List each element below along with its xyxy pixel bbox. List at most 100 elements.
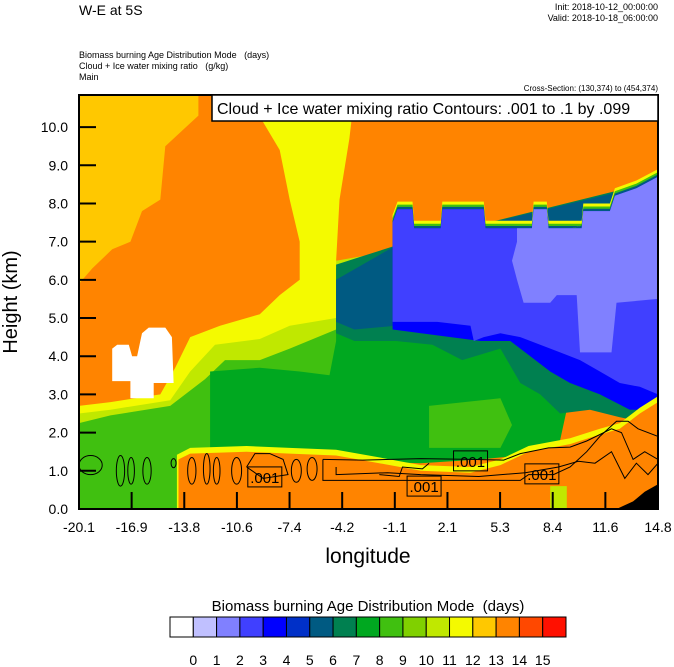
- colorbar-label: 2: [236, 652, 244, 667]
- contour-line: [246, 453, 289, 479]
- x-tick-label: -20.1: [63, 519, 95, 535]
- valid-time: Valid: 2018-10-18_06:00:00: [548, 13, 658, 23]
- x-axis-label: longitude: [325, 545, 410, 568]
- colorbar-swatch: [402, 616, 427, 638]
- colorbar-label: 10: [418, 652, 434, 667]
- x-tick-label: 11.6: [592, 519, 618, 535]
- contour-line: [335, 450, 658, 480]
- y-tick-label: 1.0: [49, 463, 69, 479]
- colorbar-label: 0: [189, 652, 197, 667]
- y-axis-label: Height (km): [0, 250, 22, 353]
- x-tick-label: 14.8: [644, 519, 671, 535]
- contour-line: [290, 458, 302, 483]
- contour-line: [127, 456, 135, 485]
- contour-line: [170, 458, 177, 469]
- colorbar-title: Biomass burning Age Distribution Mode (d…: [212, 598, 525, 615]
- colorbar-label: 15: [535, 652, 551, 667]
- contour-label-box: [524, 463, 560, 485]
- x-tick-label: -4.2: [330, 519, 354, 535]
- contour-label: .001: [456, 454, 485, 471]
- filled-region-bin-13: [79, 95, 199, 284]
- y-tick-label: 7.0: [49, 234, 69, 250]
- x-tick-label: 8.4: [543, 519, 563, 535]
- x-tick-label: -7.4: [277, 519, 301, 535]
- cross-section-label: Cross-Section: (130,374) to (454,374): [524, 84, 659, 93]
- plot-main-title: W-E at 5S: [79, 2, 143, 18]
- x-tick-label: -1.1: [383, 519, 407, 535]
- contour-line: [79, 455, 103, 476]
- contour-line: [306, 456, 318, 481]
- contour-label-box: [247, 466, 283, 488]
- colorbar-swatch: [518, 616, 544, 638]
- y-tick-label: 4.0: [49, 348, 69, 364]
- contour-label-box: [406, 475, 442, 497]
- contour-line: [142, 456, 152, 485]
- contour-title-box: [211, 94, 659, 122]
- colorbar: 0 1 2 3 4 5 6 7 8 9 10 11 12 13 14 15: [169, 616, 567, 667]
- filled-region-bin-11: [550, 486, 567, 509]
- colorbar-swatch: [495, 616, 520, 638]
- contour-layer: .001 .001 .001 .001: [79, 420, 658, 497]
- filled-region-bin-2: [512, 176, 658, 353]
- contour-line: [379, 462, 430, 478]
- y-tick-label: 8.0: [49, 195, 69, 211]
- colorbar-label: 11: [442, 652, 457, 667]
- contour-label: .001: [409, 479, 438, 496]
- colorbar-swatch: [192, 616, 218, 638]
- y-tick-label: 5.0: [49, 310, 69, 326]
- colorbar-swatch: [379, 616, 404, 638]
- colorbar-label: 13: [488, 652, 504, 667]
- colorbar-label: 1: [213, 652, 221, 667]
- y-tick-label: 3.0: [49, 386, 69, 402]
- colorbar-label: 3: [259, 652, 267, 667]
- colorbar-label: 12: [465, 652, 481, 667]
- contour-line: [212, 456, 221, 485]
- colorbar-label: 7: [352, 652, 360, 667]
- field-label-cloud: Cloud + Ice water mixing ratio (g/kg): [79, 61, 228, 71]
- axes: 0.0 1.0 2.0 3.0 4.0 5.0 6.0 7.0 8.0 9.0 10.0 -20.1 -…: [41, 94, 672, 535]
- y-tick-label: 9.0: [49, 157, 69, 173]
- filled-region-bin-9: [429, 398, 512, 448]
- contour-line: [322, 420, 658, 481]
- x-tick-label: -13.8: [168, 519, 200, 535]
- x-tick-label: -10.6: [221, 519, 253, 535]
- init-time: Init: 2018-10-12_00:00:00: [555, 2, 658, 12]
- field-label-main: Main: [79, 72, 99, 82]
- contour-title: Cloud + Ice water mixing ratio Contours:…: [217, 101, 630, 118]
- colorbar-swatch: [449, 616, 474, 638]
- contour-line: [202, 453, 211, 485]
- colorbar-swatch: [425, 616, 451, 638]
- field-label-biomass: Biomass burning Age Distribution Mode (d…: [79, 50, 269, 60]
- colorbar-label: 4: [283, 652, 291, 667]
- plot-area: [79, 95, 658, 509]
- contour-line: [231, 456, 243, 485]
- colorbar-label: 5: [306, 652, 314, 667]
- contour-label-box: [453, 450, 489, 472]
- terrain: [616, 484, 658, 509]
- colorbar-swatch: [332, 616, 357, 638]
- colorbar-label: 8: [376, 652, 384, 667]
- colorbar-swatch: [542, 616, 567, 638]
- colorbar-swatch: [355, 616, 381, 638]
- colorbar-swatch: [216, 616, 241, 638]
- contour-line: [322, 428, 658, 461]
- contour-label: .001: [250, 470, 279, 487]
- colorbar-swatch: [239, 616, 264, 638]
- x-tick-label: -16.9: [116, 519, 148, 535]
- y-tick-label: 10.0: [41, 119, 68, 135]
- colorbar-label: 6: [329, 652, 337, 667]
- contour-line: [187, 456, 197, 485]
- colorbar-label: 14: [512, 652, 528, 667]
- x-tick-label: 2.1: [438, 519, 458, 535]
- colorbar-swatch: [285, 616, 311, 638]
- colorbar-label: 9: [399, 652, 407, 667]
- colorbar-swatch: [309, 616, 334, 638]
- colorbar-swatch: [472, 616, 497, 638]
- filled-region-bin-14: [178, 402, 658, 509]
- contour-label: .001: [527, 467, 556, 484]
- filled-region-bin-0: [112, 327, 174, 399]
- contour-line: [115, 455, 126, 487]
- y-tick-label: 0.0: [49, 501, 69, 517]
- y-tick-label: 6.0: [49, 272, 69, 288]
